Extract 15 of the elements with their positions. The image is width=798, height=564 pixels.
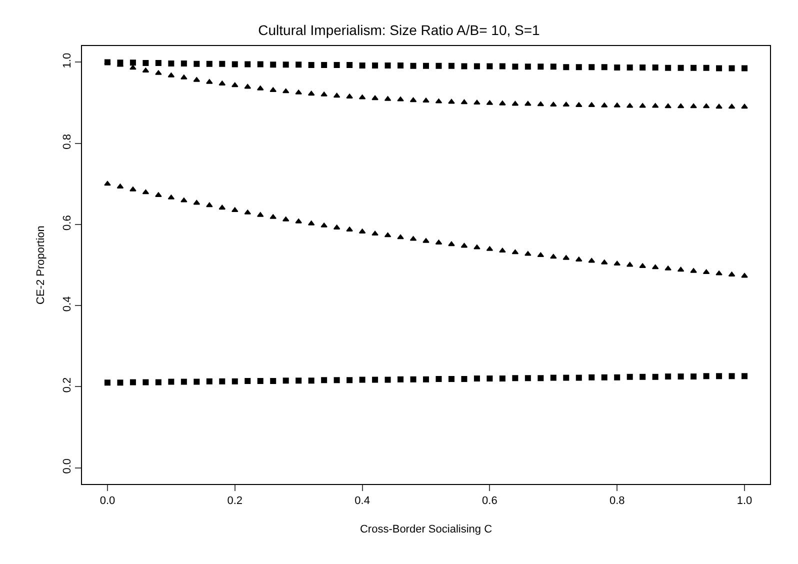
- x-tick-label: 0.2: [227, 495, 243, 508]
- y-tick-label: 0.8: [62, 134, 74, 150]
- y-tick-label: 0.4: [62, 296, 74, 312]
- x-tick-label: 1.0: [736, 495, 752, 508]
- x-tick-label: 0.0: [100, 495, 116, 508]
- y-tick-label: 0.6: [62, 215, 74, 230]
- x-tick-label: 0.4: [354, 495, 370, 508]
- y-axis-title: CE-2 Proportion: [35, 226, 48, 304]
- x-axis-title: Cross-Border Socialising C: [360, 523, 492, 536]
- x-tick-label: 0.8: [609, 495, 625, 508]
- y-tick-label: 0.0: [62, 458, 74, 474]
- x-tick-label: 0.6: [482, 495, 498, 508]
- y-tick-label: 0.2: [62, 377, 74, 393]
- y-tick-label: 1.0: [62, 52, 74, 68]
- chart-title: Cultural Imperialism: Size Ratio A/B= 10, S=1: [258, 22, 540, 38]
